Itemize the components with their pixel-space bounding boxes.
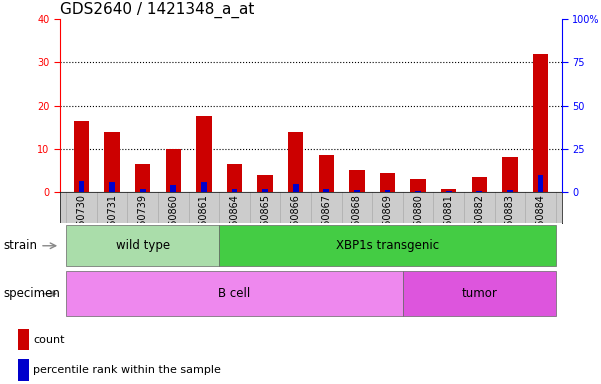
Text: wild type: wild type [115, 239, 169, 252]
Bar [257, 175, 273, 192]
Bar [385, 190, 391, 192]
Text: GSM160867: GSM160867 [322, 194, 331, 253]
Bar [66, 225, 219, 266]
Bar [446, 191, 451, 192]
Bar [288, 131, 304, 192]
Bar [140, 189, 145, 192]
Text: GSM160864: GSM160864 [230, 194, 240, 253]
Bar [109, 182, 115, 192]
Bar [507, 190, 513, 192]
Bar [105, 131, 120, 192]
Bar [197, 116, 212, 192]
Bar [380, 172, 395, 192]
Bar [227, 164, 242, 192]
Bar [403, 271, 556, 316]
Text: percentile rank within the sample: percentile rank within the sample [33, 366, 221, 376]
Text: GSM160869: GSM160869 [382, 194, 392, 253]
Bar [502, 157, 517, 192]
Text: tumor: tumor [462, 287, 497, 300]
Text: GSM160883: GSM160883 [505, 194, 515, 253]
Bar [219, 225, 556, 266]
Bar [171, 185, 176, 192]
Bar [262, 189, 268, 192]
Text: count: count [33, 335, 64, 345]
Text: XBP1s transgenic: XBP1s transgenic [336, 239, 439, 252]
Bar [166, 149, 181, 192]
Bar [135, 164, 150, 192]
Text: GSM160730: GSM160730 [76, 194, 87, 253]
Bar [79, 181, 84, 192]
Text: GSM160731: GSM160731 [107, 194, 117, 253]
Bar [18, 359, 29, 381]
Bar [472, 177, 487, 192]
Text: GSM160868: GSM160868 [352, 194, 362, 253]
Text: strain: strain [3, 239, 37, 252]
Text: GSM160882: GSM160882 [474, 194, 484, 253]
Bar [533, 54, 548, 192]
Text: GSM160881: GSM160881 [444, 194, 454, 253]
Bar [319, 155, 334, 192]
Bar [354, 190, 360, 192]
Text: GSM160861: GSM160861 [199, 194, 209, 253]
Text: GSM160880: GSM160880 [413, 194, 423, 253]
Text: B cell: B cell [218, 287, 251, 300]
Bar [74, 121, 89, 192]
Text: GSM160739: GSM160739 [138, 194, 148, 253]
Bar [410, 179, 426, 192]
Bar [349, 170, 365, 192]
Bar [415, 190, 421, 192]
Text: GSM160884: GSM160884 [535, 194, 546, 253]
Bar [66, 271, 403, 316]
Bar [538, 175, 543, 192]
Text: GDS2640 / 1421348_a_at: GDS2640 / 1421348_a_at [60, 2, 254, 18]
Bar [441, 189, 456, 192]
Text: GSM160865: GSM160865 [260, 194, 270, 253]
Bar [201, 182, 207, 192]
Bar [231, 189, 237, 192]
Text: GSM160860: GSM160860 [168, 194, 178, 253]
Bar [18, 329, 29, 350]
Text: specimen: specimen [3, 287, 60, 300]
Bar [323, 189, 329, 192]
Bar [293, 184, 299, 192]
Text: GSM160866: GSM160866 [291, 194, 300, 253]
Bar [477, 190, 482, 192]
